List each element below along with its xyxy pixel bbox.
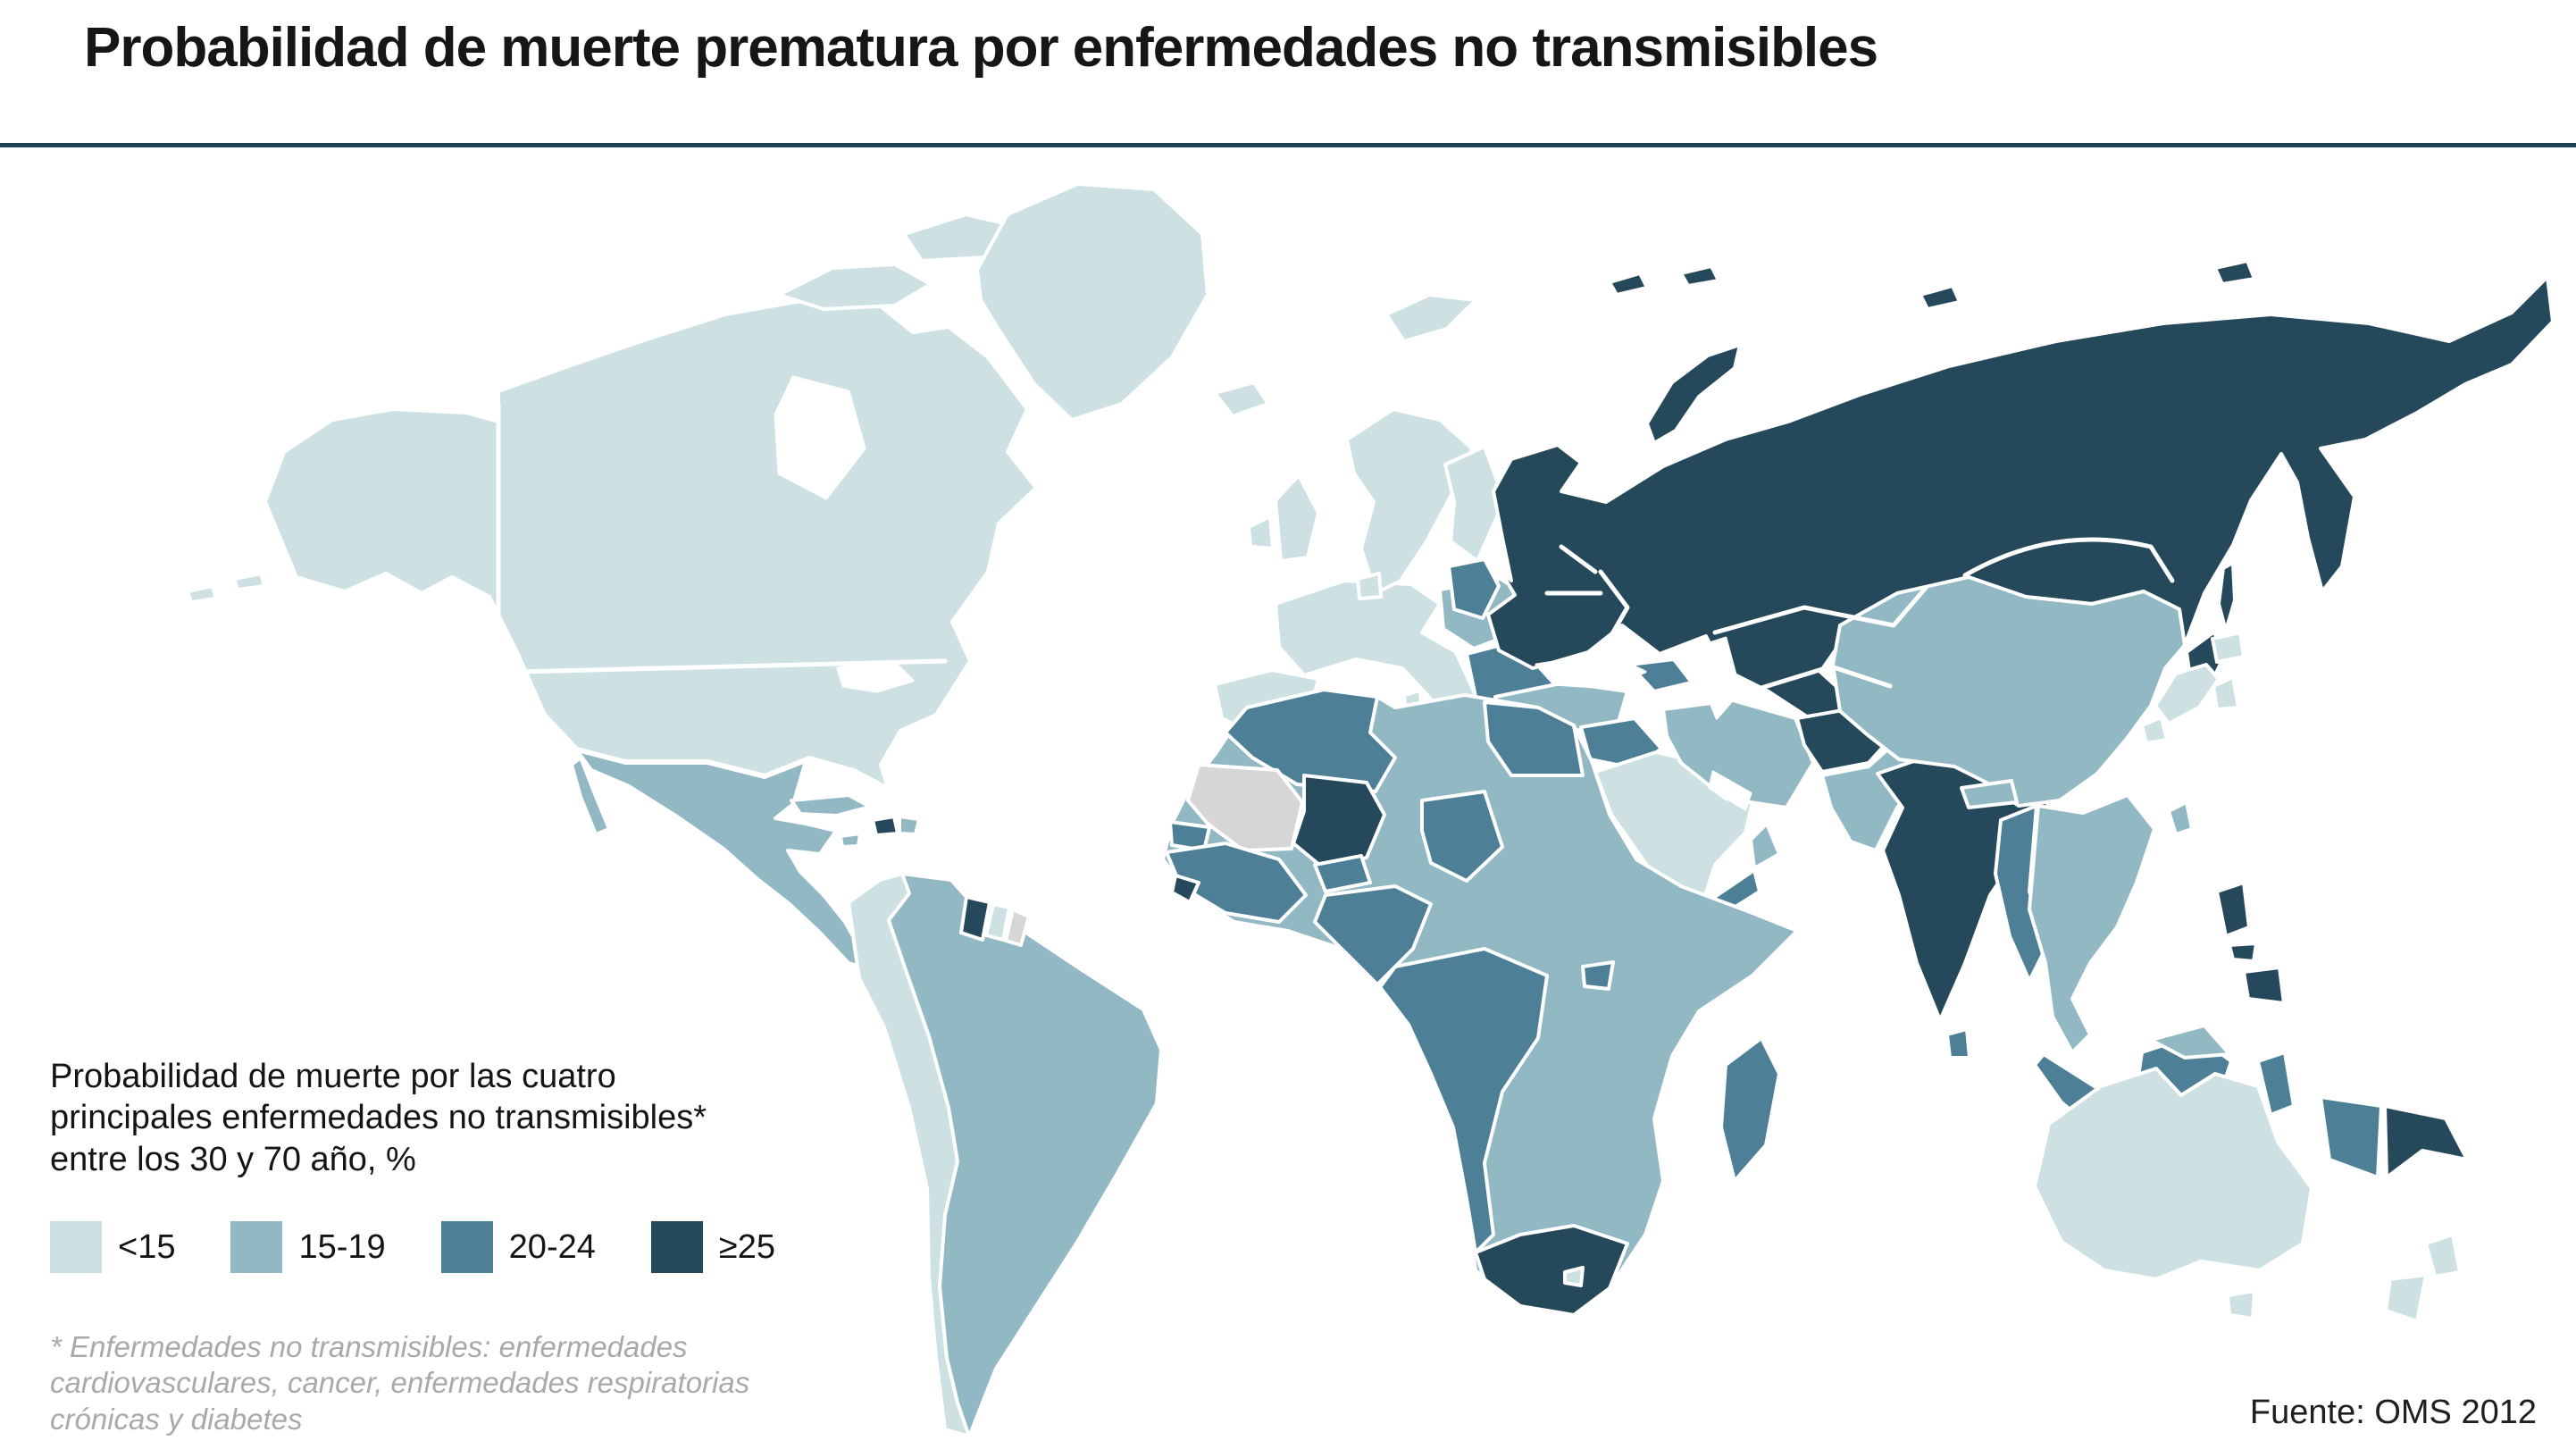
region-south-africa [1474,1224,1629,1317]
usa-canada-border [517,658,948,674]
region-papua-new-guinea [2383,1104,2469,1179]
persian-gulf-water [1708,770,1752,811]
region-cuba [790,793,872,817]
region-philippines [2215,881,2251,938]
region-novaya-zemlya [1645,343,1742,445]
region-sierra-leone [1170,874,1200,904]
legend-item-label: ≥25 [718,1227,775,1266]
source-credit: Fuente: OMS 2012 [2249,1394,2537,1431]
region-uganda [1581,960,1615,991]
legend-heading: Probabilidad de muerte por las cuatro pr… [50,1056,907,1180]
legend-heading-line: entre los 30 y 70 año, % [50,1140,416,1178]
mongolia-border [1962,537,2175,583]
region-uk [1274,473,1320,563]
region-dominican-republic [898,815,921,836]
page-title: Probabilidad de muerte prematura por enf… [84,17,1878,79]
region-suriname [984,902,1011,942]
region-french-guiana [1004,908,1031,947]
legend-heading-line: principales enfermedades no transmisible… [50,1099,707,1137]
region-chad [1420,790,1504,883]
title-divider [0,143,2576,147]
region-australia [2033,1067,2313,1281]
region-greenland [975,182,1209,422]
region-north-america [263,298,1038,790]
region-arctic-islands [777,263,933,311]
region-indochina [2028,793,2156,1054]
region-oman [1749,822,1781,870]
region-burkina-faso [1313,854,1372,893]
region-franz-josef [1608,272,1649,297]
region-china [1831,575,2187,808]
footnote-line: crónicas y diabetes [50,1402,303,1436]
region-new-siberian-islands [2213,259,2256,286]
region-haiti [871,815,899,837]
region-denmark [1356,572,1383,600]
region-taiwan [2167,800,2194,836]
black-sea-water [1535,652,1647,690]
region-south-korea [2212,675,2240,711]
region-maghreb [1224,688,1397,793]
legend-swatch-lt15 [50,1221,102,1274]
central-asia-border [1759,664,1893,691]
region-severnaya-zemlya [1919,284,1961,311]
footnote: * Enfermedades no transmisibles: enferme… [50,1329,749,1437]
region-nepal [1960,779,2019,809]
region-japan [2154,663,2221,725]
legend-swatch-15-19 [230,1221,283,1274]
region-drc-angola-namibia [1378,947,1549,1254]
legend-heading-line: Probabilidad de muerte por las cuatro [50,1058,616,1095]
region-malaysia-borneo [2149,1024,2231,1060]
region-japan [2211,631,2246,664]
legend-item-label: 20-24 [508,1227,596,1266]
region-japan [2140,716,2169,745]
region-australia [2226,1289,2256,1320]
region-guyana [959,895,991,942]
legend-item: 20-24 [440,1221,596,1274]
region-baltics [1447,557,1501,620]
russia-kazakhstan-border [1712,585,1928,635]
region-indonesia [2256,1051,2296,1117]
region-svalbard [1384,293,1477,343]
region-jamaica [839,832,862,849]
legend: Probabilidad de muerte por las cuatro pr… [50,1056,907,1274]
region-madagascar [1719,1036,1781,1183]
map-container [0,134,2576,1445]
hudson-bay-water [774,375,866,500]
region-franz-josef [1679,264,1720,288]
belarus-border [1544,544,1603,596]
legend-swatch-ge25 [650,1221,703,1274]
legend-item: <15 [50,1221,176,1274]
region-western-sahara [1186,763,1304,852]
region-philippines [2242,966,2286,1005]
region-ireland [1247,515,1275,550]
region-new-zealand [2384,1273,2428,1323]
legend-item: ≥25 [650,1221,775,1274]
region-mexico-central-america [575,749,874,972]
footnote-line: * Enfermedades no transmisibles: enferme… [50,1330,688,1363]
region-west-new-guinea [2319,1095,2383,1179]
region-scandinavia [1345,407,1474,595]
region-mexico-central-america [570,756,611,836]
ukraine-russia-border [1598,569,1630,644]
region-andes-pacific [847,872,971,1438]
region-iceland [1213,381,1270,418]
region-lesotho [1563,1266,1585,1287]
caspian-sea-water [1697,636,1742,720]
region-new-zealand [2424,1233,2462,1278]
legend-item-label: <15 [118,1227,176,1266]
region-iran [1661,699,1815,809]
region-caucasus [1627,657,1694,693]
footnote-line: cardiovasculares, cancer, enfermedades r… [50,1366,750,1400]
region-aleutians [186,584,218,604]
world-map [186,182,2555,1438]
region-egypt [1483,700,1585,777]
region-sri-lanka [1945,1027,1971,1060]
region-aleutians [232,572,266,591]
region-sakhalin [2217,561,2237,632]
legend-item: 15-19 [230,1221,386,1274]
legend-items: <15 15-19 20-24 ≥25 [50,1221,907,1274]
region-philippines [2228,942,2258,963]
legend-item-label: 15-19 [298,1227,386,1266]
legend-swatch-20-24 [440,1221,493,1274]
